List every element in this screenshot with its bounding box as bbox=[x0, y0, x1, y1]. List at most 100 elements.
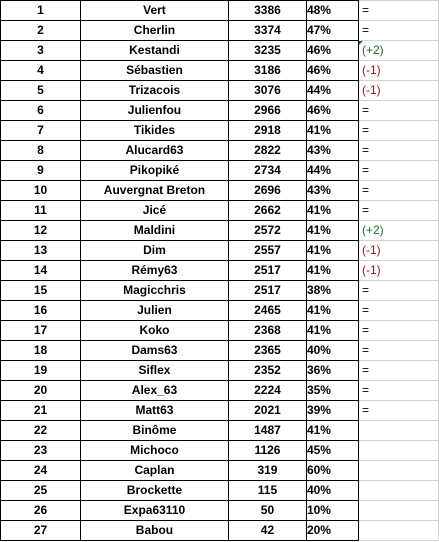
name-cell[interactable]: Brockette bbox=[79, 480, 229, 501]
score-cell[interactable]: 3386 bbox=[227, 0, 307, 21]
rank-cell[interactable]: 7 bbox=[0, 120, 81, 141]
percent-cell[interactable]: 46% bbox=[305, 100, 359, 121]
change-cell[interactable]: (-1) bbox=[357, 60, 439, 81]
percent-cell[interactable]: 48% bbox=[305, 0, 359, 21]
percent-cell[interactable]: 38% bbox=[305, 280, 359, 301]
percent-cell[interactable]: 45% bbox=[305, 440, 359, 461]
change-cell[interactable]: = bbox=[357, 340, 439, 361]
score-cell[interactable]: 2021 bbox=[227, 400, 307, 421]
percent-cell[interactable]: 43% bbox=[305, 180, 359, 201]
rank-cell[interactable]: 3 bbox=[0, 40, 81, 61]
name-cell[interactable]: Michoco bbox=[79, 440, 229, 461]
score-cell[interactable]: 2368 bbox=[227, 320, 307, 341]
change-cell[interactable] bbox=[357, 440, 439, 461]
change-cell[interactable] bbox=[357, 420, 439, 441]
change-cell[interactable]: (-1) bbox=[357, 80, 439, 101]
name-cell[interactable]: Pikopiké bbox=[79, 160, 229, 181]
name-cell[interactable]: Expa63110 bbox=[79, 500, 229, 521]
name-cell[interactable]: Matt63 bbox=[79, 400, 229, 421]
score-cell[interactable]: 42 bbox=[227, 520, 307, 541]
name-cell[interactable]: Julien bbox=[79, 300, 229, 321]
name-cell[interactable]: Magicchris bbox=[79, 280, 229, 301]
name-cell[interactable]: Binôme bbox=[79, 420, 229, 441]
name-cell[interactable]: Koko bbox=[79, 320, 229, 341]
score-cell[interactable]: 3235 bbox=[227, 40, 307, 61]
percent-cell[interactable]: 41% bbox=[305, 320, 359, 341]
change-cell[interactable]: (-1) bbox=[357, 260, 439, 281]
score-cell[interactable]: 2352 bbox=[227, 360, 307, 381]
rank-cell[interactable]: 14 bbox=[0, 260, 81, 281]
rank-cell[interactable]: 13 bbox=[0, 240, 81, 261]
rank-cell[interactable]: 11 bbox=[0, 200, 81, 221]
percent-cell[interactable]: 10% bbox=[305, 500, 359, 521]
score-cell[interactable]: 3374 bbox=[227, 20, 307, 41]
name-cell[interactable]: Alucard63 bbox=[79, 140, 229, 161]
score-cell[interactable]: 50 bbox=[227, 500, 307, 521]
change-cell[interactable]: = bbox=[357, 280, 439, 301]
change-cell[interactable] bbox=[357, 520, 439, 541]
rank-cell[interactable]: 21 bbox=[0, 400, 81, 421]
percent-cell[interactable]: 46% bbox=[305, 60, 359, 81]
rank-cell[interactable]: 1 bbox=[0, 0, 81, 21]
score-cell[interactable]: 3076 bbox=[227, 80, 307, 101]
rank-cell[interactable]: 12 bbox=[0, 220, 81, 241]
change-cell[interactable] bbox=[357, 460, 439, 481]
name-cell[interactable]: Dams63 bbox=[79, 340, 229, 361]
score-cell[interactable]: 2465 bbox=[227, 300, 307, 321]
rank-cell[interactable]: 26 bbox=[0, 500, 81, 521]
name-cell[interactable]: Siflex bbox=[79, 360, 229, 381]
rank-cell[interactable]: 17 bbox=[0, 320, 81, 341]
rank-cell[interactable]: 9 bbox=[0, 160, 81, 181]
change-cell[interactable]: = bbox=[357, 20, 439, 41]
percent-cell[interactable]: 41% bbox=[305, 420, 359, 441]
change-cell[interactable]: = bbox=[357, 0, 439, 21]
name-cell[interactable]: Maldini bbox=[79, 220, 229, 241]
name-cell[interactable]: Alex_63 bbox=[79, 380, 229, 401]
change-cell[interactable]: = bbox=[357, 400, 439, 421]
change-cell[interactable] bbox=[357, 480, 439, 501]
change-cell[interactable]: (-1) bbox=[357, 240, 439, 261]
rank-cell[interactable]: 19 bbox=[0, 360, 81, 381]
rank-cell[interactable]: 5 bbox=[0, 80, 81, 101]
change-cell[interactable]: = bbox=[357, 360, 439, 381]
change-cell[interactable] bbox=[357, 500, 439, 521]
name-cell[interactable]: Julienfou bbox=[79, 100, 229, 121]
score-cell[interactable]: 2365 bbox=[227, 340, 307, 361]
score-cell[interactable]: 2224 bbox=[227, 380, 307, 401]
score-cell[interactable]: 2696 bbox=[227, 180, 307, 201]
score-cell[interactable]: 2822 bbox=[227, 140, 307, 161]
percent-cell[interactable]: 41% bbox=[305, 200, 359, 221]
percent-cell[interactable]: 60% bbox=[305, 460, 359, 481]
percent-cell[interactable]: 44% bbox=[305, 160, 359, 181]
change-cell[interactable]: = bbox=[357, 100, 439, 121]
change-cell[interactable]: = bbox=[357, 300, 439, 321]
score-cell[interactable]: 2572 bbox=[227, 220, 307, 241]
change-cell[interactable]: = bbox=[357, 140, 439, 161]
comment-indicator-icon[interactable] bbox=[359, 41, 364, 46]
percent-cell[interactable]: 39% bbox=[305, 400, 359, 421]
score-cell[interactable]: 2517 bbox=[227, 260, 307, 281]
percent-cell[interactable]: 40% bbox=[305, 340, 359, 361]
change-cell[interactable]: = bbox=[357, 160, 439, 181]
percent-cell[interactable]: 35% bbox=[305, 380, 359, 401]
rank-cell[interactable]: 18 bbox=[0, 340, 81, 361]
score-cell[interactable]: 2966 bbox=[227, 100, 307, 121]
name-cell[interactable]: Dim bbox=[79, 240, 229, 261]
rank-cell[interactable]: 27 bbox=[0, 520, 81, 541]
score-cell[interactable]: 2557 bbox=[227, 240, 307, 261]
percent-cell[interactable]: 41% bbox=[305, 220, 359, 241]
name-cell[interactable]: Babou bbox=[79, 520, 229, 541]
percent-cell[interactable]: 41% bbox=[305, 300, 359, 321]
score-cell[interactable]: 2918 bbox=[227, 120, 307, 141]
name-cell[interactable]: Auvergnat Breton bbox=[79, 180, 229, 201]
rank-cell[interactable]: 23 bbox=[0, 440, 81, 461]
percent-cell[interactable]: 36% bbox=[305, 360, 359, 381]
percent-cell[interactable]: 40% bbox=[305, 480, 359, 501]
name-cell[interactable]: Cherlin bbox=[79, 20, 229, 41]
rank-cell[interactable]: 24 bbox=[0, 460, 81, 481]
name-cell[interactable]: Trizacois bbox=[79, 80, 229, 101]
percent-cell[interactable]: 41% bbox=[305, 260, 359, 281]
name-cell[interactable]: Rémy63 bbox=[79, 260, 229, 281]
rank-cell[interactable]: 16 bbox=[0, 300, 81, 321]
rank-cell[interactable]: 25 bbox=[0, 480, 81, 501]
